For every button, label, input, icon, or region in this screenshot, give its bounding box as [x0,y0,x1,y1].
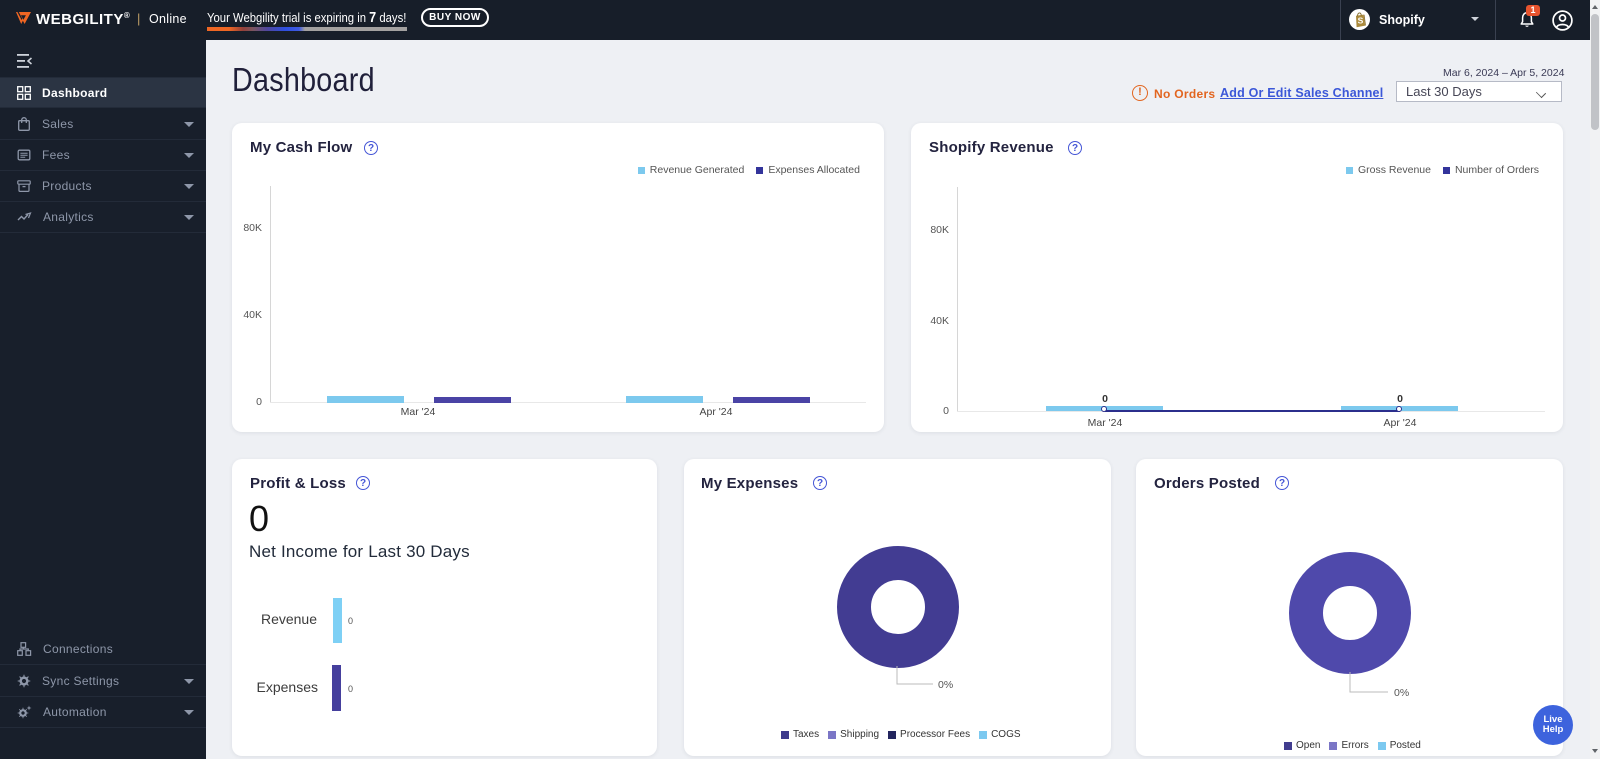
svg-text:S: S [1357,15,1363,25]
